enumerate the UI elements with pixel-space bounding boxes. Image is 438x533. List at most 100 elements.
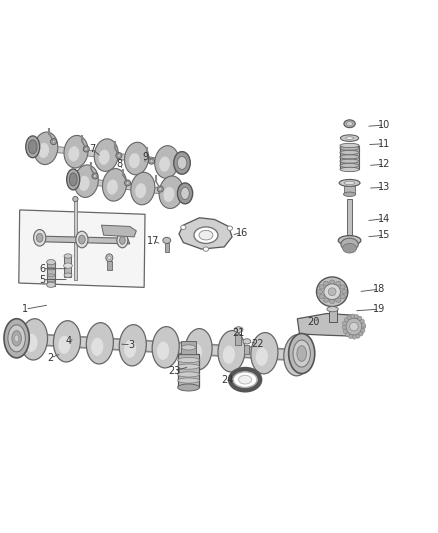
Ellipse shape — [336, 281, 341, 286]
Ellipse shape — [178, 372, 199, 377]
Ellipse shape — [67, 169, 80, 190]
Ellipse shape — [256, 348, 268, 366]
Ellipse shape — [117, 154, 120, 157]
Text: 18: 18 — [373, 284, 385, 294]
Ellipse shape — [350, 322, 358, 331]
Ellipse shape — [102, 168, 127, 201]
Ellipse shape — [150, 160, 153, 163]
Ellipse shape — [4, 319, 29, 358]
Ellipse shape — [58, 336, 71, 354]
Ellipse shape — [194, 227, 218, 244]
Bar — [344, 185, 355, 194]
Ellipse shape — [124, 142, 148, 175]
Ellipse shape — [178, 384, 199, 391]
Ellipse shape — [26, 136, 40, 158]
Ellipse shape — [318, 289, 322, 294]
Ellipse shape — [157, 186, 163, 192]
Ellipse shape — [129, 153, 140, 168]
Bar — [328, 309, 336, 322]
Ellipse shape — [343, 244, 357, 253]
Ellipse shape — [79, 235, 85, 244]
Bar — [235, 334, 241, 345]
Ellipse shape — [64, 263, 72, 268]
Text: 5: 5 — [39, 274, 46, 285]
Ellipse shape — [8, 325, 25, 352]
Ellipse shape — [346, 137, 353, 140]
Ellipse shape — [243, 339, 251, 344]
Bar — [107, 261, 112, 270]
Ellipse shape — [91, 338, 103, 356]
Text: 24: 24 — [222, 375, 234, 385]
Polygon shape — [179, 218, 232, 249]
Ellipse shape — [12, 330, 21, 346]
Ellipse shape — [64, 135, 88, 168]
Ellipse shape — [317, 277, 348, 306]
Ellipse shape — [76, 231, 88, 248]
Ellipse shape — [323, 298, 328, 302]
Ellipse shape — [73, 197, 78, 201]
Ellipse shape — [126, 181, 129, 184]
Text: 4: 4 — [66, 336, 72, 346]
Ellipse shape — [347, 315, 352, 319]
Ellipse shape — [120, 237, 125, 244]
Ellipse shape — [53, 321, 81, 362]
Ellipse shape — [94, 139, 118, 172]
Ellipse shape — [323, 281, 328, 286]
Text: 10: 10 — [378, 120, 391, 130]
Ellipse shape — [338, 236, 361, 245]
Ellipse shape — [178, 364, 199, 369]
Ellipse shape — [351, 314, 355, 318]
Ellipse shape — [47, 260, 55, 265]
Ellipse shape — [177, 156, 187, 169]
Ellipse shape — [178, 358, 199, 362]
Ellipse shape — [361, 325, 366, 329]
Ellipse shape — [64, 273, 72, 277]
Text: 6: 6 — [40, 264, 46, 273]
Bar — [347, 199, 352, 240]
Ellipse shape — [25, 334, 38, 352]
Text: 16: 16 — [236, 228, 248, 238]
Ellipse shape — [227, 226, 233, 230]
Ellipse shape — [289, 334, 315, 374]
Ellipse shape — [234, 327, 243, 333]
Text: 15: 15 — [378, 230, 391, 240]
Ellipse shape — [358, 316, 362, 320]
Ellipse shape — [148, 158, 155, 164]
Ellipse shape — [159, 157, 170, 172]
Ellipse shape — [108, 256, 111, 260]
Ellipse shape — [341, 238, 358, 251]
Text: 21: 21 — [233, 328, 245, 337]
Ellipse shape — [336, 298, 341, 302]
Ellipse shape — [284, 335, 311, 376]
Text: 9: 9 — [142, 152, 148, 162]
Ellipse shape — [174, 151, 190, 174]
Ellipse shape — [343, 192, 356, 197]
Bar — [64, 256, 71, 277]
Text: 3: 3 — [128, 340, 134, 350]
Text: 11: 11 — [378, 139, 391, 149]
Bar — [178, 353, 199, 387]
Ellipse shape — [38, 143, 49, 158]
Ellipse shape — [340, 167, 359, 172]
Bar — [244, 345, 249, 354]
Ellipse shape — [36, 233, 43, 242]
Ellipse shape — [344, 120, 355, 128]
Ellipse shape — [324, 284, 340, 300]
Ellipse shape — [181, 187, 189, 199]
Ellipse shape — [230, 369, 260, 390]
Text: 8: 8 — [117, 159, 123, 169]
Ellipse shape — [354, 314, 359, 319]
Ellipse shape — [329, 280, 335, 284]
Text: 19: 19 — [373, 304, 385, 314]
Text: 7: 7 — [89, 144, 95, 154]
Ellipse shape — [155, 146, 179, 178]
Ellipse shape — [233, 372, 257, 387]
Ellipse shape — [163, 237, 171, 244]
Ellipse shape — [199, 230, 213, 240]
Ellipse shape — [190, 344, 202, 362]
Ellipse shape — [163, 187, 174, 202]
Ellipse shape — [131, 172, 155, 205]
Text: 2: 2 — [47, 353, 53, 363]
Ellipse shape — [119, 325, 146, 366]
Ellipse shape — [34, 132, 58, 165]
